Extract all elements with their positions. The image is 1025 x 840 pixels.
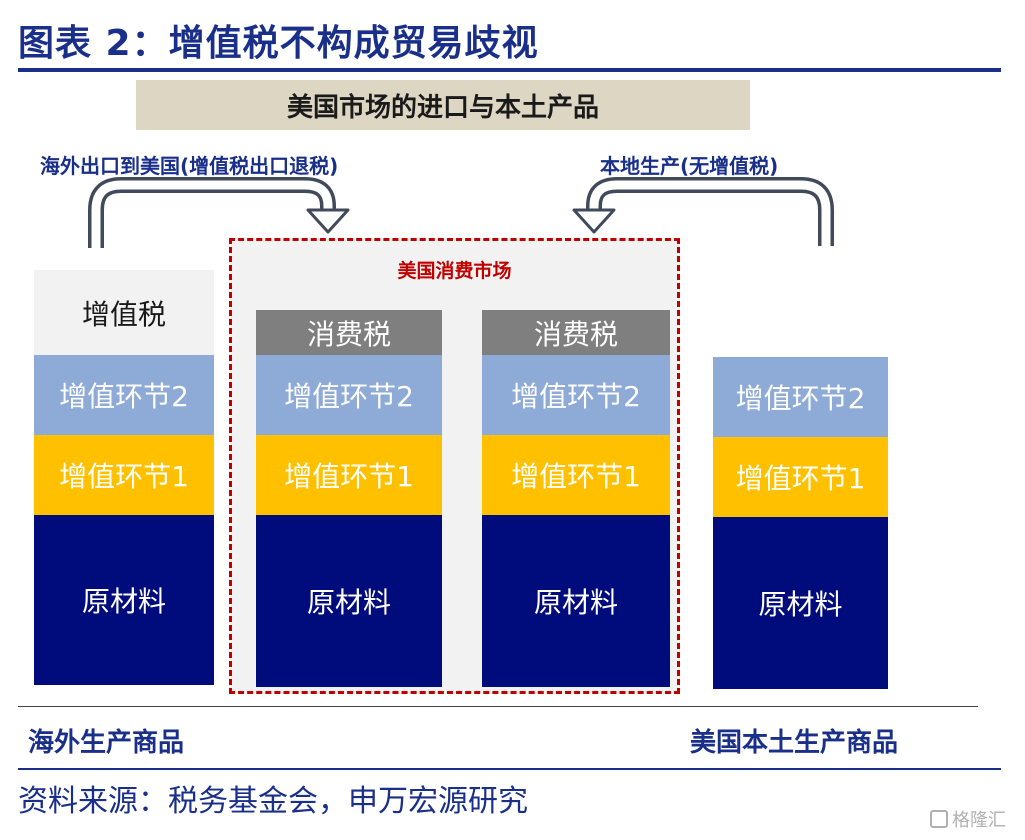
segment-excise-tax: 消费税 [482, 310, 670, 355]
watermark-logo-icon [930, 810, 948, 828]
segment-stage1: 增值环节1 [256, 435, 442, 515]
figure-title: 图表 2：增值税不构成贸易歧视 [18, 23, 539, 64]
segment-raw-material: 原材料 [482, 515, 670, 687]
domestic-arrow-head [572, 208, 616, 234]
domestic-arrow [586, 177, 834, 246]
segment-stage2: 增值环节2 [713, 357, 888, 437]
flow-label-domestic: 本地生产(无增值税) [600, 154, 779, 178]
segment-raw-material: 原材料 [713, 517, 888, 689]
footer-overseas-label: 海外生产商品 [28, 728, 185, 758]
column-market-import: 消费税 增值环节2 增值环节1 原材料 [256, 310, 442, 687]
us-market-label: 美国消费市场 [397, 260, 512, 282]
segment-stage1: 增值环节1 [482, 435, 670, 515]
segment-stage1: 增值环节1 [34, 435, 214, 515]
footer-us-label: 美国本土生产商品 [690, 728, 899, 758]
domestic-arrow-inner [589, 180, 831, 246]
title-rule [18, 68, 1001, 72]
segment-stage2: 增值环节2 [256, 355, 442, 435]
import-arrow-inner [91, 180, 333, 248]
import-arrow-head [306, 208, 350, 234]
segment-raw-material: 原材料 [34, 515, 214, 685]
baseline-rule [18, 706, 978, 707]
column-us-domestic: 增值环节2 增值环节1 原材料 [713, 357, 888, 689]
flow-label-import: 海外出口到美国(增值税出口退税) [40, 154, 339, 178]
segment-stage2: 增值环节2 [34, 355, 214, 435]
segment-raw-material: 原材料 [256, 515, 442, 687]
column-overseas: 增值税 增值环节2 增值环节1 原材料 [34, 270, 214, 685]
segment-stage1: 增值环节1 [713, 437, 888, 517]
watermark: 格隆汇 [930, 806, 1006, 832]
column-market-domestic: 消费税 增值环节2 增值环节1 原材料 [482, 310, 670, 687]
source-rule [18, 768, 1001, 770]
segment-stage2: 增值环节2 [482, 355, 670, 435]
source-note: 资料来源：税务基金会，申万宏源研究 [18, 784, 528, 819]
watermark-text: 格隆汇 [952, 810, 1006, 831]
segment-vat: 增值税 [34, 270, 214, 355]
segment-excise-tax: 消费税 [256, 310, 442, 355]
banner: 美国市场的进口与本土产品 [136, 80, 750, 130]
